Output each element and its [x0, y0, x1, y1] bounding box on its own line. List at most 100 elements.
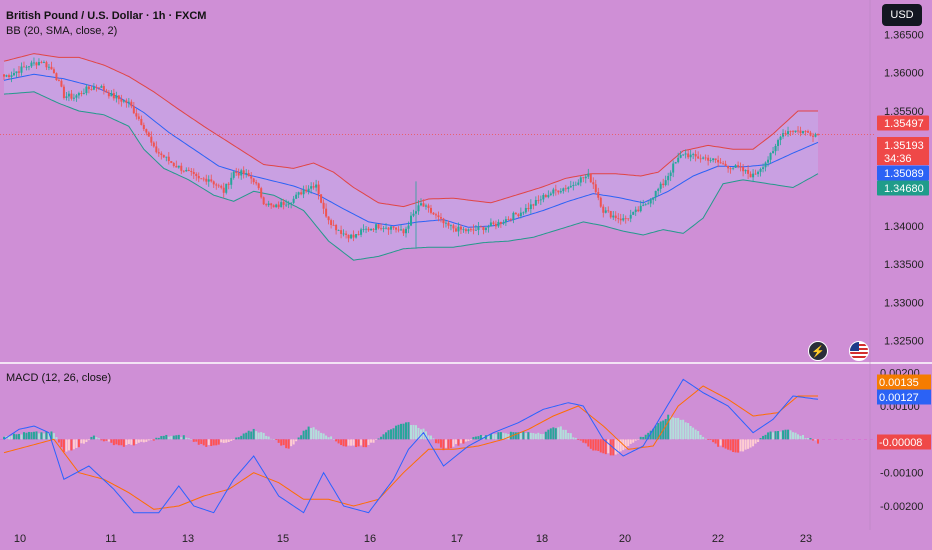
- candle-body: [752, 173, 755, 178]
- candle-body: [10, 75, 13, 77]
- histogram-bar: [672, 417, 675, 440]
- candle-body: [562, 188, 565, 192]
- candle-body: [240, 170, 243, 176]
- candle-body: [769, 153, 772, 160]
- candle-body: [160, 153, 163, 156]
- candle-body: [412, 213, 415, 216]
- histogram-bar: [360, 439, 363, 446]
- histogram-bar: [742, 439, 745, 452]
- candle-body: [589, 173, 592, 183]
- candle-body: [709, 160, 712, 161]
- histogram-bar: [669, 416, 672, 440]
- candle-body: [362, 229, 365, 230]
- histogram-bar: [757, 439, 760, 443]
- histogram-bar: [105, 439, 108, 441]
- histogram-bar: [434, 439, 437, 444]
- candle-body: [754, 173, 757, 175]
- histogram-bar: [659, 421, 662, 440]
- macd-axis-tick: -0.00100: [880, 468, 923, 480]
- candle-body: [215, 184, 218, 186]
- candle-body: [762, 167, 765, 169]
- candle-body: [25, 66, 28, 68]
- histogram-bar: [150, 439, 153, 440]
- macd-indicator-label[interactable]: MACD (12, 26, close): [6, 372, 112, 384]
- histogram-bar: [817, 439, 819, 444]
- candle-body: [579, 177, 582, 183]
- candle-body: [462, 229, 465, 231]
- candle-body: [405, 228, 408, 234]
- histogram-bar: [427, 435, 430, 440]
- candle-body: [230, 177, 233, 185]
- candle-body: [542, 194, 545, 200]
- candle-body: [674, 162, 677, 164]
- candle-body: [5, 75, 8, 77]
- us-flag-icon[interactable]: [849, 341, 869, 361]
- histogram-bar: [122, 439, 125, 447]
- histogram-bar: [704, 438, 707, 440]
- histogram-bar: [459, 439, 462, 444]
- histogram-bar: [799, 435, 802, 440]
- candle-body: [727, 165, 730, 169]
- candle-body: [774, 145, 777, 152]
- candle-body: [597, 192, 600, 198]
- histogram-bar: [165, 434, 168, 440]
- histogram-bar: [77, 439, 80, 448]
- histogram-bar: [569, 433, 572, 440]
- histogram-bar: [85, 439, 88, 443]
- histogram-bar: [792, 432, 795, 440]
- symbol-title[interactable]: British Pound / U.S. Dollar · 1h · FXCM: [6, 10, 207, 22]
- histogram-bar: [639, 436, 642, 440]
- candle-body: [77, 93, 80, 96]
- lightning-icon[interactable]: ⚡: [808, 341, 828, 361]
- candle-body: [644, 204, 647, 206]
- candle-body: [787, 131, 790, 135]
- candle-body: [472, 229, 475, 231]
- histogram-bar: [462, 439, 465, 444]
- histogram-bar: [385, 432, 388, 440]
- candle-body: [175, 165, 178, 168]
- candle-body: [512, 212, 515, 220]
- candle-body: [37, 62, 40, 66]
- histogram-bar: [405, 422, 408, 440]
- candle-body: [165, 156, 168, 158]
- candle-body: [302, 189, 305, 195]
- candle-body: [587, 173, 590, 177]
- candle-body: [155, 146, 158, 153]
- candle-body: [312, 186, 315, 188]
- candle-body: [277, 204, 280, 208]
- candle-body: [742, 167, 745, 172]
- histogram-bar: [280, 439, 283, 446]
- histogram-bar: [469, 439, 472, 441]
- candle-body: [467, 229, 470, 232]
- candle-body: [27, 66, 30, 68]
- histogram-bar: [657, 423, 660, 440]
- candle-body: [120, 99, 123, 102]
- candle-body: [22, 66, 25, 68]
- candle-body: [659, 183, 662, 189]
- candle-body: [372, 228, 375, 230]
- histogram-bar: [322, 433, 325, 440]
- candle-body: [459, 226, 462, 230]
- candle-body: [265, 204, 268, 206]
- candle-body: [272, 205, 275, 208]
- histogram-bar: [135, 439, 138, 445]
- histogram-bar: [642, 436, 645, 440]
- histogram-bar: [452, 439, 455, 447]
- histogram-bar: [272, 439, 275, 440]
- histogram-bar: [492, 434, 495, 440]
- histogram-bar: [544, 431, 547, 440]
- histogram-bar: [517, 432, 520, 440]
- candle-body: [654, 190, 657, 198]
- candle-body: [697, 156, 700, 159]
- histogram-bar: [75, 439, 78, 448]
- candle-body: [367, 228, 370, 231]
- currency-button[interactable]: USD: [882, 4, 922, 26]
- candle-body: [122, 100, 125, 102]
- histogram-bar: [547, 429, 550, 440]
- bb-indicator-label[interactable]: BB (20, SMA, close, 2): [6, 25, 118, 37]
- macd-axis-tick: -0.00200: [880, 501, 923, 513]
- histogram-bar: [310, 428, 313, 440]
- histogram-bar: [25, 432, 28, 440]
- histogram-bar: [472, 437, 475, 440]
